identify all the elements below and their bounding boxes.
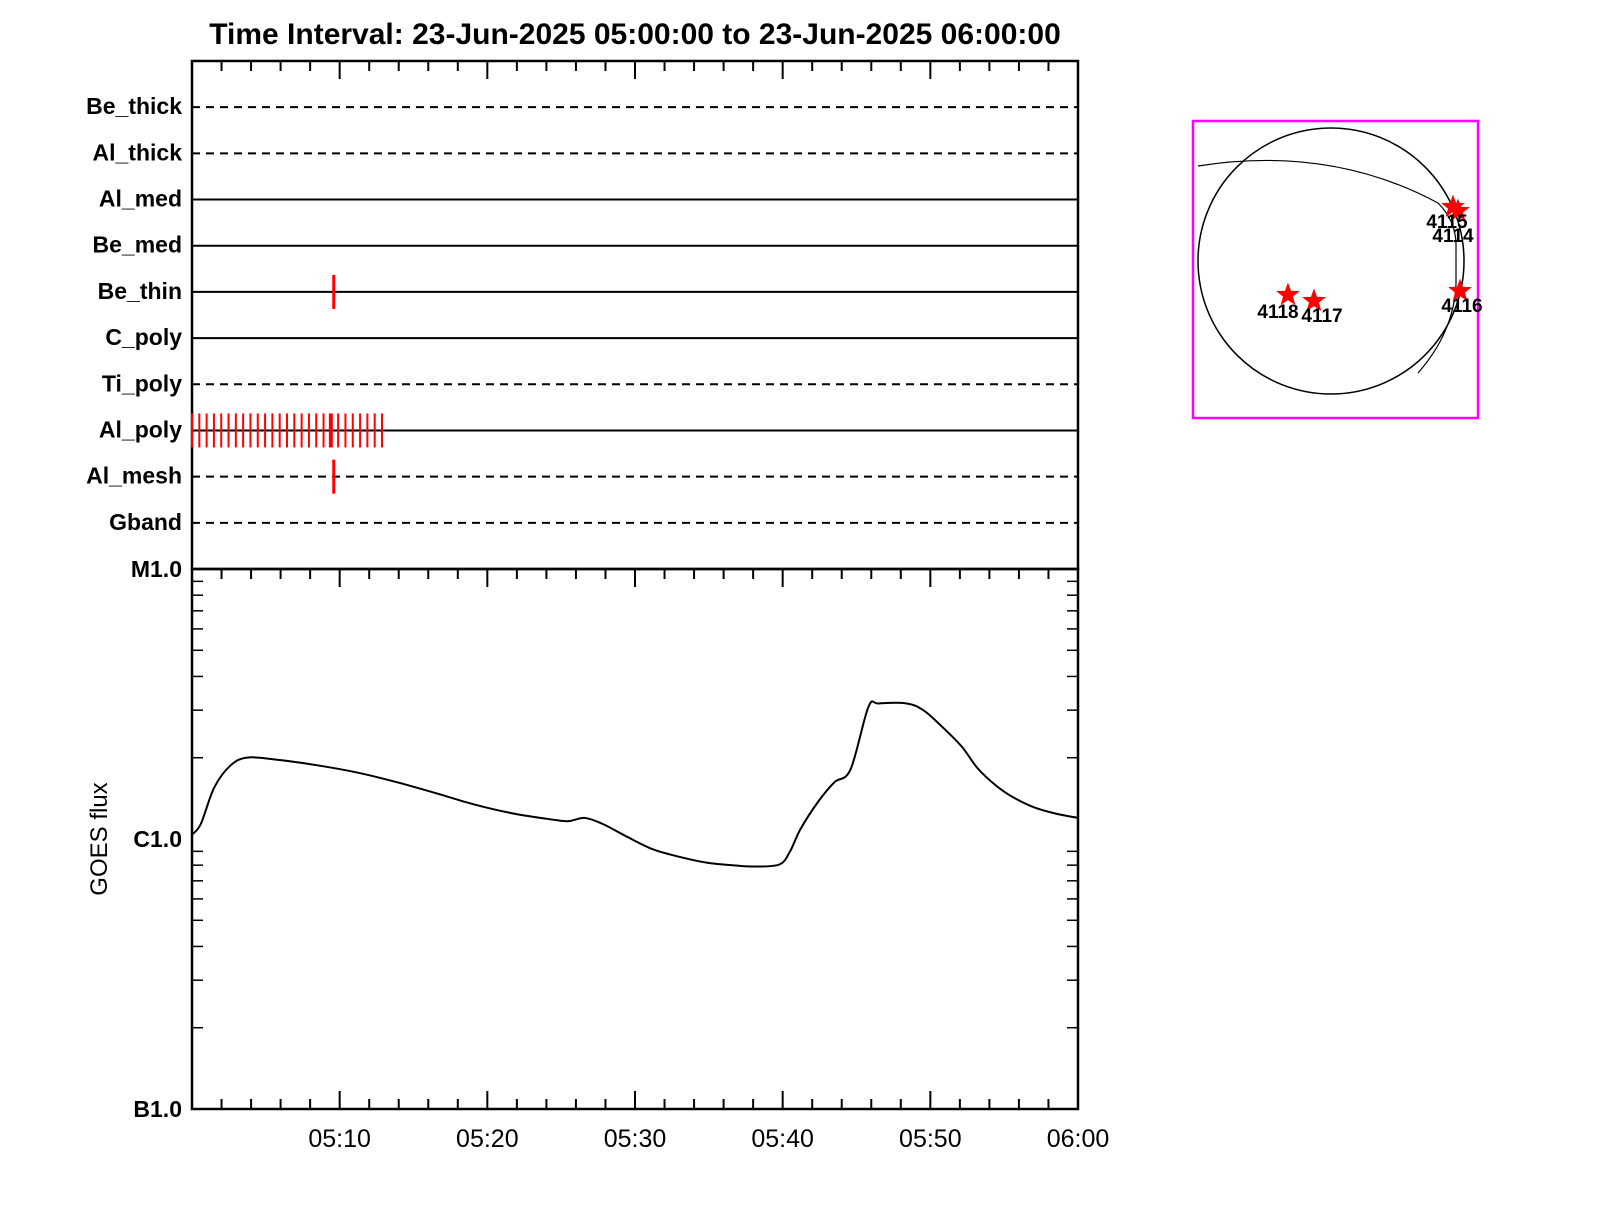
svg-text:05:40: 05:40 (751, 1125, 814, 1153)
svg-text:4114: 4114 (1432, 226, 1474, 247)
svg-text:C1.0: C1.0 (133, 826, 182, 852)
svg-text:4116: 4116 (1441, 296, 1482, 317)
svg-text:05:20: 05:20 (456, 1125, 519, 1153)
svg-text:06:00: 06:00 (1047, 1125, 1110, 1153)
svg-text:4118: 4118 (1257, 302, 1298, 323)
svg-text:GOES flux: GOES flux (86, 782, 113, 895)
svg-text:Time Interval: 23-Jun-2025 05:: Time Interval: 23-Jun-2025 05:00:00 to 2… (209, 18, 1061, 51)
svg-text:4117: 4117 (1301, 306, 1342, 327)
svg-text:05:30: 05:30 (604, 1125, 667, 1153)
svg-text:05:10: 05:10 (308, 1125, 371, 1153)
svg-text:Gband: Gband (109, 509, 182, 535)
svg-text:M1.0: M1.0 (131, 556, 182, 582)
svg-text:Be_med: Be_med (93, 232, 182, 258)
svg-text:Al_mesh: Al_mesh (86, 463, 182, 489)
svg-text:C_poly: C_poly (105, 324, 182, 350)
svg-text:Al_med: Al_med (99, 186, 182, 212)
svg-text:Al_poly: Al_poly (99, 416, 182, 442)
svg-text:Be_thick: Be_thick (86, 93, 182, 119)
svg-text:B1.0: B1.0 (133, 1096, 182, 1122)
svg-text:05:50: 05:50 (899, 1125, 962, 1153)
svg-text:Al_thick: Al_thick (93, 139, 183, 165)
svg-text:Be_thin: Be_thin (98, 278, 182, 304)
svg-text:Ti_poly: Ti_poly (102, 370, 182, 396)
